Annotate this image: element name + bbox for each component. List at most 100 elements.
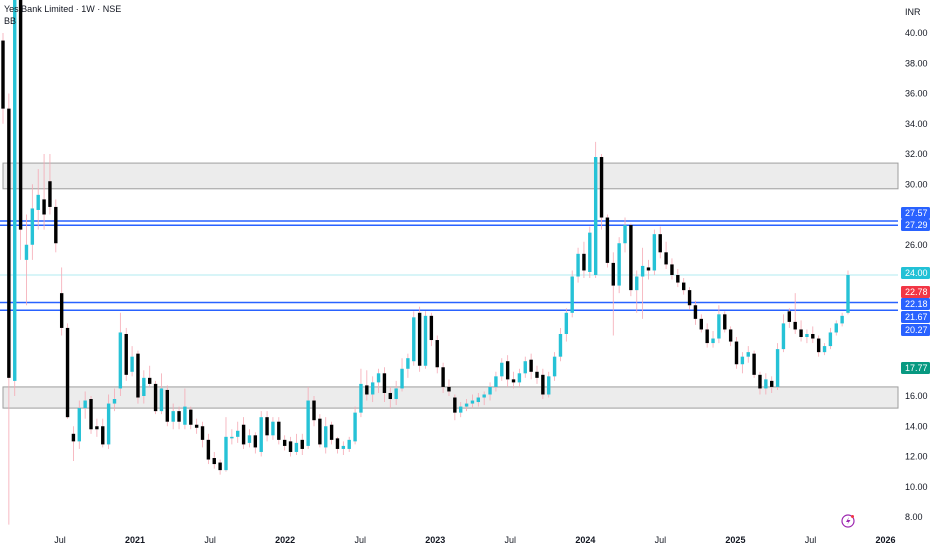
price-badge-bg [901,286,930,298]
supply-demand-zone[interactable] [2,162,899,190]
zones-layer [2,162,899,409]
time-tick-label: Jul [655,535,667,545]
candle-body [412,317,416,362]
candle-body [171,411,175,422]
candle-body [288,441,293,452]
candle [470,394,475,409]
candle-body [259,417,263,452]
candle-body [353,412,357,442]
candle-body [670,264,674,275]
candle-body [805,333,809,338]
candle [605,214,610,268]
candle-body [183,406,187,425]
candle-body [623,225,627,244]
candle [353,406,357,445]
candle [564,308,569,342]
candle-body [699,318,703,330]
price-badge: 22.18 [901,298,930,310]
candle [658,226,662,259]
candle [142,370,146,404]
candle-body [593,157,598,275]
price-badge: 21.67 [901,311,930,323]
candle [148,365,152,387]
candle [89,396,93,434]
price-badge-bg [901,311,930,323]
candle-body [65,327,70,418]
candle [218,459,222,475]
candle [277,417,281,445]
candle [13,0,17,396]
price-badge: 20.27 [901,324,930,336]
candle-body [488,386,492,395]
candle-body [705,329,709,344]
candle-body [629,225,633,291]
candle-body [101,426,105,445]
candle-body [676,275,680,283]
candle [511,371,516,389]
candle-body [582,253,586,271]
candle-body [18,0,23,230]
price-badges: 27.57 27.29 24.00 22.78 22.18 21.67 20.27 17.77 [901,207,930,374]
candle [617,237,621,294]
candle-body [435,340,439,368]
candle-body [159,388,164,412]
candle-body [282,439,287,446]
candle-body [370,382,375,395]
candle-body [500,362,504,377]
candle-body [746,352,750,357]
candle [388,386,392,409]
candle [635,270,639,313]
candle [811,326,815,344]
lightning-icon[interactable] [841,514,855,528]
candle [136,350,140,404]
candle-body [124,333,128,375]
candle-body [576,253,580,277]
candle [588,226,592,279]
candle-body [552,356,557,377]
candle-body [359,383,363,413]
time-tick-label: 2025 [725,535,745,545]
candle-body [470,400,475,404]
candle-body [529,359,533,372]
candle [153,380,158,415]
candle-body [441,367,445,387]
price-axis[interactable]: INR 40.00 38.00 36.00 34.00 32.00 30.00 26.00 1… [905,7,928,522]
candle [646,259,651,280]
candle-body [541,374,545,395]
candle [541,368,545,400]
candle [347,436,351,452]
price-badge: 24.00 [901,267,930,279]
candle [77,400,81,449]
currency-label: INR [905,7,921,17]
candle-body [770,380,774,387]
price-tick-label: 40.00 [905,28,928,38]
candle-body [218,462,222,471]
time-axis[interactable]: Jul 2021 Jul 2022 Jul 2023 Jul 2024 Jul 2025 Jul 20… [54,535,895,545]
time-tick-label: Jul [354,535,366,545]
time-tick-label: 2021 [125,535,145,545]
candle [30,184,35,260]
candle-body [558,333,563,357]
price-tick-label: 36.00 [905,89,928,99]
candle [570,270,574,318]
candle-body [54,206,58,244]
candle-body [136,353,140,398]
candle [412,311,416,366]
candle [547,371,551,398]
candle [212,451,216,469]
candle-body [535,371,539,378]
indicator-label[interactable]: BB [4,16,17,26]
candle-body [799,329,803,338]
candle-body [511,379,516,383]
price-tick-label: 32.00 [905,149,928,159]
candle [723,311,727,333]
candle-body [224,436,228,471]
candle [124,327,128,381]
candle [312,396,316,427]
candle [189,406,193,430]
candle [54,199,58,253]
price-tick-label: 30.00 [905,179,928,189]
levels-layer [0,220,898,311]
candle [793,293,797,334]
